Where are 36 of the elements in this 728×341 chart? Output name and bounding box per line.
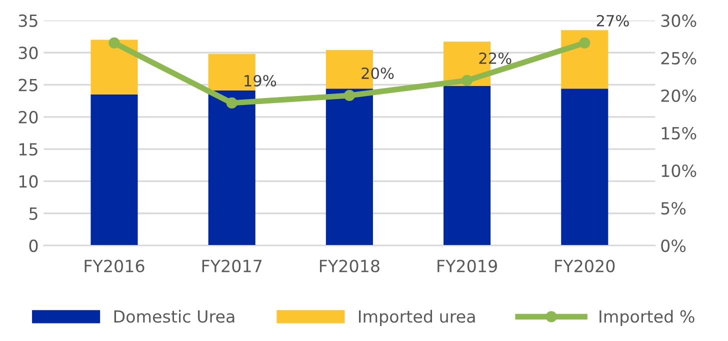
y2-tick-label: 20% [661, 89, 696, 102]
legend-label: Imported urea [359, 310, 475, 326]
y-tick-label: 10 [19, 175, 38, 188]
point [344, 90, 355, 102]
y-tick-label: 5 [30, 208, 38, 220]
y-tick-label: 20 [18, 110, 38, 124]
y2-tick-label: 30% [661, 14, 696, 28]
y2-tick-label: 10% [662, 164, 696, 178]
point [461, 74, 473, 86]
y2-tick-label: 5% [661, 202, 686, 215]
bar [561, 88, 608, 246]
bar [90, 94, 138, 246]
data-label: 27% [596, 14, 629, 27]
legend-label: Imported % [600, 310, 694, 326]
x-tick-label: FY2018 [320, 260, 380, 272]
bar [326, 88, 373, 246]
point [226, 97, 238, 109]
y-tick-label: 25 [18, 78, 38, 92]
y-tick-label: 0 [29, 239, 38, 252]
legend-label: Domestic Urea [114, 310, 234, 323]
x-tick-label: FY2019 [438, 260, 497, 272]
bar [561, 30, 608, 89]
y2-tick-label: 25% [661, 52, 696, 65]
bar [90, 40, 138, 94]
bar [208, 90, 256, 246]
y2-tick-label: 15% [662, 126, 696, 140]
x-tick-label: FY2020 [555, 260, 615, 272]
bar [444, 86, 491, 246]
point [579, 37, 590, 49]
y-tick-label: 35 [18, 14, 38, 28]
y-tick-label: 30 [18, 46, 38, 60]
x-tick-label: FY2017 [202, 260, 262, 272]
y2-tick-label: 0% [661, 239, 686, 252]
point [108, 37, 120, 49]
x-tick-label: FY2016 [84, 260, 144, 272]
y-tick-label: 15 [19, 143, 38, 156]
